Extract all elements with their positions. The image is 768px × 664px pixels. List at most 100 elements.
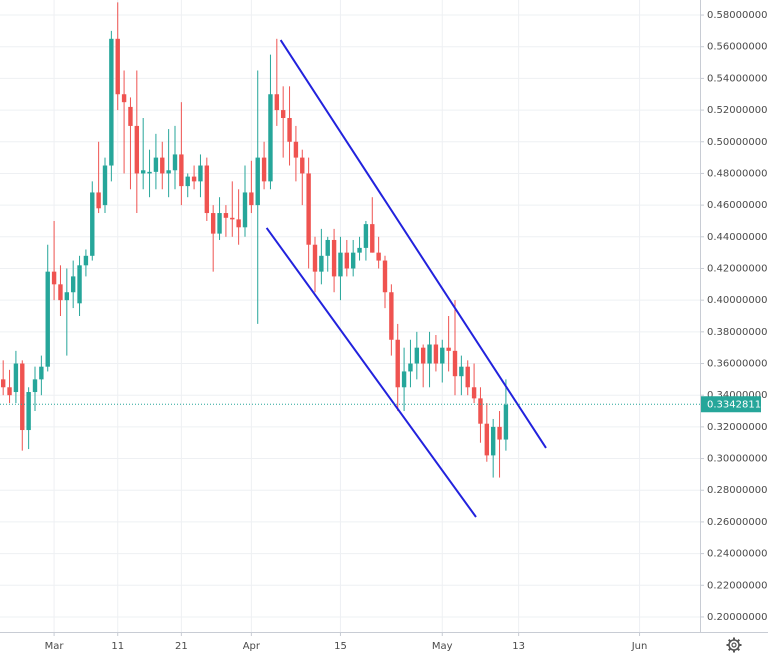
candle-body bbox=[268, 94, 273, 182]
candle-body bbox=[312, 244, 318, 272]
candle-body bbox=[83, 255, 89, 266]
plot-area bbox=[0, 2, 700, 518]
y-tick-label: 0.50000000 bbox=[707, 137, 767, 148]
candle-body bbox=[109, 38, 114, 166]
candle-body bbox=[287, 118, 292, 142]
y-tick-label: 0.52000000 bbox=[707, 105, 767, 116]
candle-body bbox=[0, 379, 6, 388]
candle-body bbox=[204, 165, 210, 214]
y-tick-label: 0.38000000 bbox=[707, 327, 767, 338]
candle-body bbox=[39, 366, 44, 380]
candle-body bbox=[293, 141, 299, 158]
candle-body bbox=[128, 106, 133, 126]
candle-body bbox=[280, 110, 286, 119]
candle-body bbox=[331, 239, 337, 277]
last-price-badge bbox=[701, 396, 761, 413]
candle-body bbox=[306, 173, 311, 245]
candle-body bbox=[249, 192, 254, 206]
candle-body bbox=[344, 252, 350, 269]
y-tick-label: 0.40000000 bbox=[707, 295, 767, 306]
x-tick-label: 11 bbox=[111, 641, 124, 652]
candle-body bbox=[357, 247, 362, 253]
candle-body bbox=[236, 219, 241, 228]
candle-body bbox=[121, 94, 127, 103]
candle-body bbox=[172, 154, 178, 171]
candle-body bbox=[408, 363, 413, 372]
candle-body bbox=[134, 125, 140, 174]
candle-body bbox=[420, 347, 426, 364]
candle-body bbox=[160, 157, 165, 174]
candle-body bbox=[185, 176, 190, 187]
candle-body bbox=[471, 387, 477, 399]
candle-body bbox=[440, 347, 445, 364]
candle-body bbox=[300, 157, 305, 174]
y-tick-label: 0.32000000 bbox=[707, 422, 767, 433]
candle-body bbox=[96, 192, 101, 209]
candle-body bbox=[90, 192, 95, 256]
y-tick-label: 0.20000000 bbox=[707, 612, 767, 623]
y-tick-label: 0.34000000 bbox=[707, 390, 767, 401]
candle-body bbox=[179, 154, 184, 187]
candle-body bbox=[459, 366, 464, 377]
x-tick-label: May bbox=[432, 641, 453, 652]
candle-body bbox=[51, 271, 57, 285]
candle-body bbox=[147, 171, 152, 174]
candle-body bbox=[13, 363, 19, 393]
y-tick-label: 0.30000000 bbox=[707, 454, 767, 465]
candle-body bbox=[140, 170, 146, 174]
candle-body bbox=[465, 366, 470, 388]
candle-body bbox=[115, 38, 120, 95]
candle-body bbox=[45, 271, 50, 367]
gear-icon bbox=[728, 639, 740, 651]
candle-body bbox=[217, 213, 222, 234]
candle-body bbox=[230, 217, 235, 220]
y-tick-label: 0.56000000 bbox=[707, 42, 767, 53]
candle-body bbox=[497, 426, 502, 440]
x-tick-label: Jun bbox=[631, 641, 648, 652]
y-tick-label: 0.58000000 bbox=[707, 10, 767, 21]
candle-body bbox=[77, 265, 82, 304]
candle-body bbox=[376, 252, 381, 261]
candle-body bbox=[503, 404, 509, 440]
candle-body bbox=[58, 284, 63, 301]
grid bbox=[0, 0, 700, 632]
candle-body bbox=[255, 157, 260, 206]
candle-body bbox=[242, 192, 248, 228]
candle-body bbox=[32, 379, 38, 393]
y-tick-label: 0.24000000 bbox=[707, 549, 767, 560]
candle-body bbox=[433, 344, 439, 364]
candle-body bbox=[484, 423, 490, 456]
x-tick-label: Mar bbox=[45, 641, 65, 652]
last-price-label: 0.33428116 bbox=[707, 399, 767, 410]
y-tick-label: 0.36000000 bbox=[707, 359, 767, 370]
y-tick-label: 0.54000000 bbox=[707, 73, 767, 84]
candle-body bbox=[382, 260, 388, 293]
settings-button[interactable] bbox=[726, 637, 742, 653]
candle-body bbox=[102, 165, 108, 206]
candle-body bbox=[401, 371, 407, 388]
candle-body bbox=[153, 157, 159, 172]
candle-body bbox=[210, 213, 216, 234]
y-tick-label: 0.28000000 bbox=[707, 485, 767, 496]
candle-body bbox=[478, 398, 483, 424]
y-tick-label: 0.42000000 bbox=[707, 263, 767, 274]
x-tick-label: 13 bbox=[512, 641, 525, 652]
candle-body bbox=[446, 347, 451, 351]
x-tick-label: Apr bbox=[243, 641, 261, 652]
candle-body bbox=[70, 276, 76, 293]
candle-body bbox=[350, 252, 356, 269]
trend-line bbox=[279, 39, 547, 449]
candle-body bbox=[395, 339, 400, 388]
x-tick-label: 21 bbox=[175, 641, 188, 652]
candle-body bbox=[338, 252, 343, 277]
candle-body bbox=[427, 344, 432, 364]
candle-body bbox=[325, 239, 330, 256]
candle-body bbox=[20, 363, 25, 431]
candle-body bbox=[198, 165, 203, 182]
candle-body bbox=[363, 224, 369, 248]
candle-body bbox=[64, 292, 70, 301]
candle-body bbox=[452, 350, 458, 377]
candle-body bbox=[414, 347, 420, 364]
candle-body bbox=[319, 255, 324, 272]
